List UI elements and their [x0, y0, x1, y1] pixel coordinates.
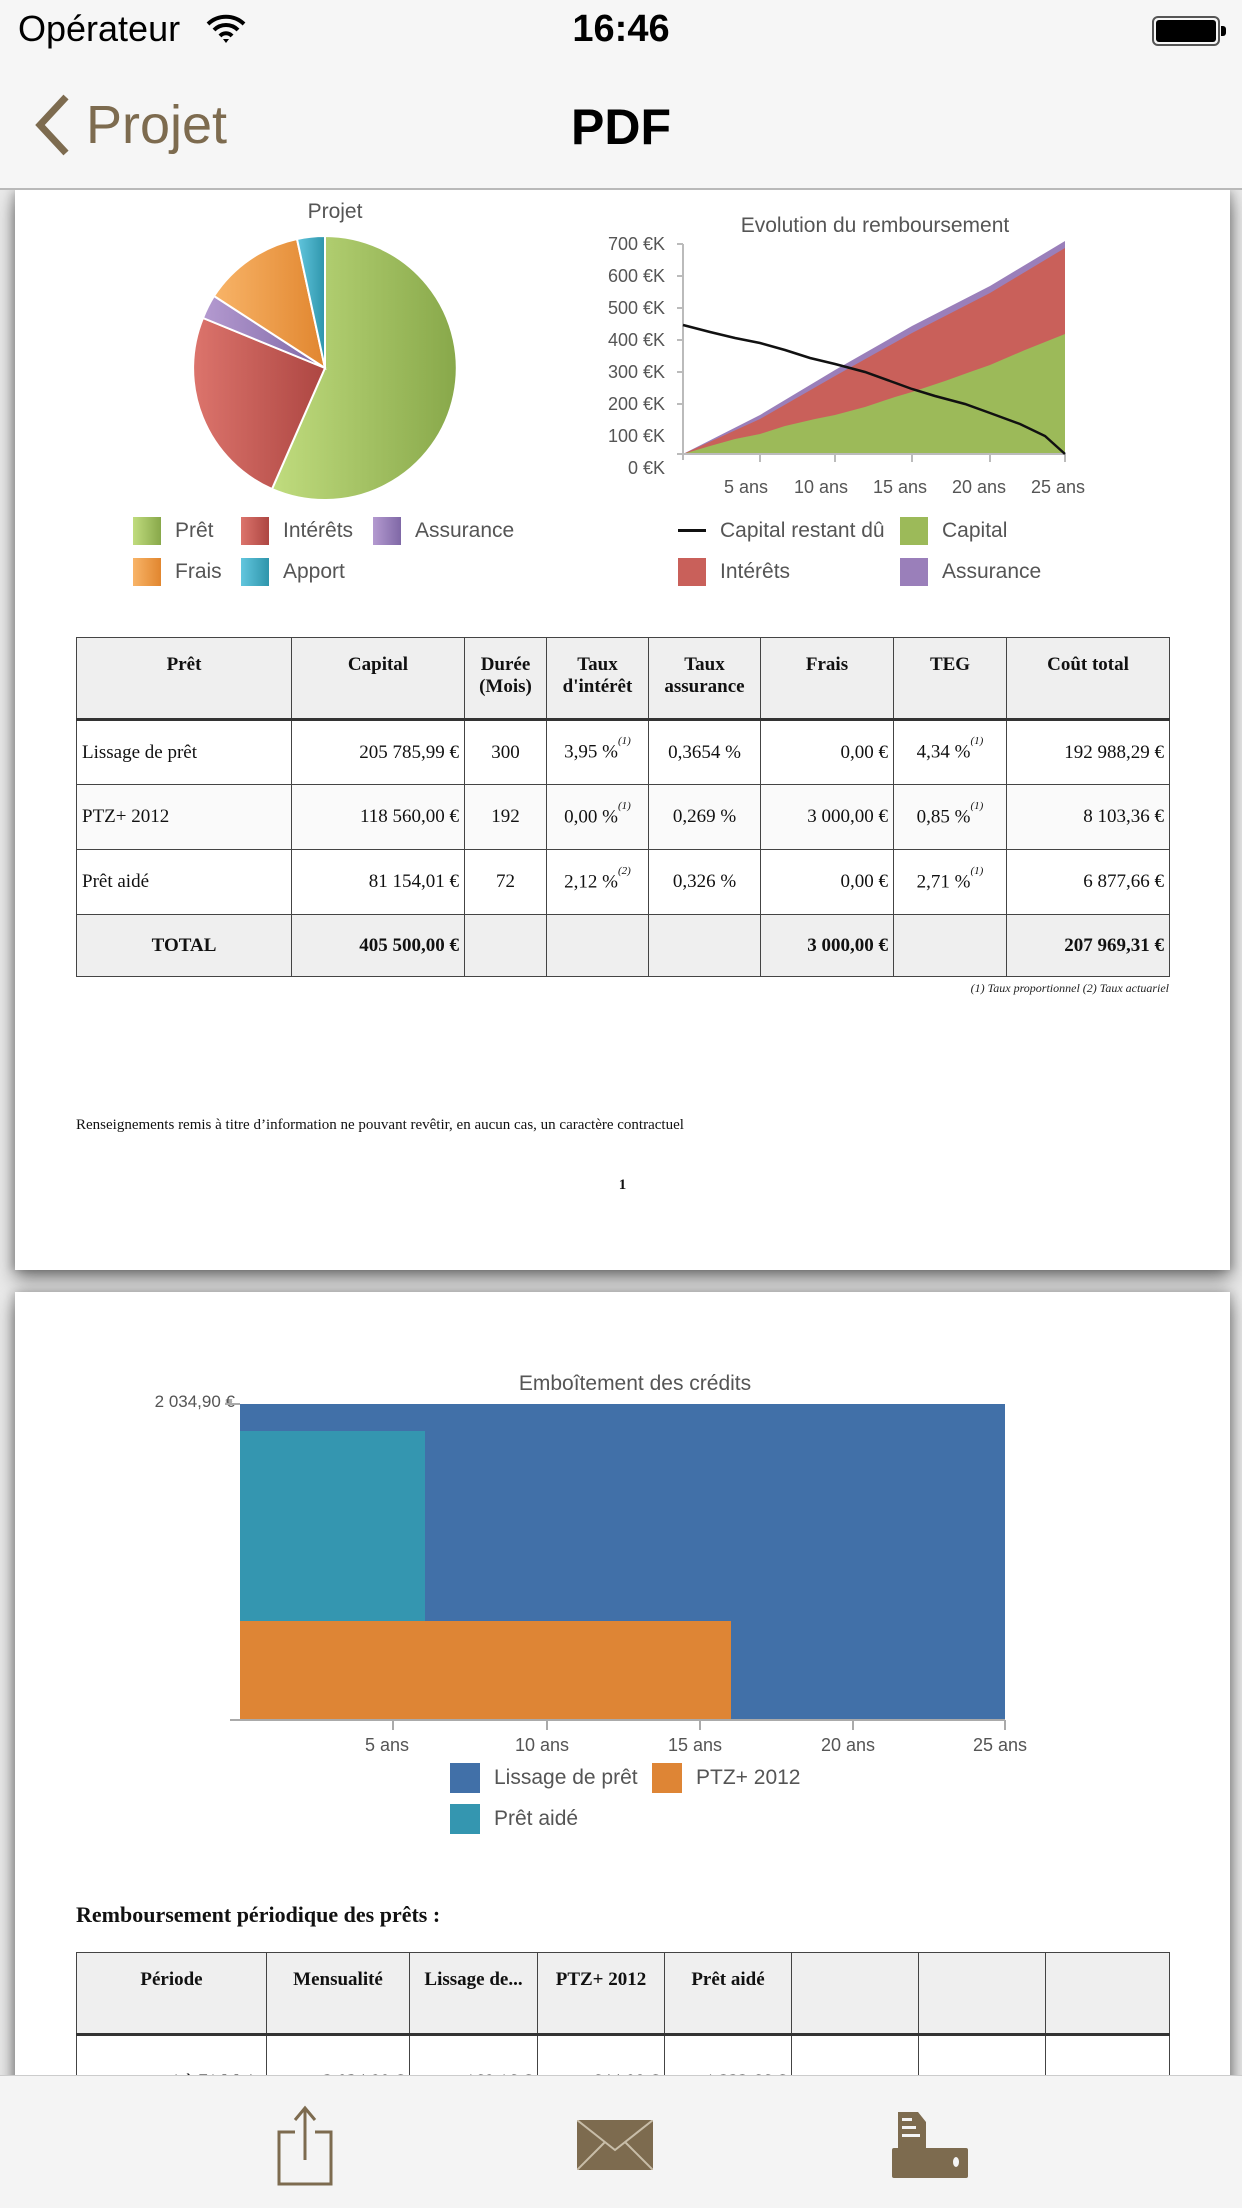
- header-ptz: PTZ+ 2012: [537, 1952, 665, 2035]
- legend-item-ptz: PTZ+ 2012: [652, 1757, 832, 1798]
- evolution-y-axis-labels: 700 €K 600 €K 500 €K 400 €K 300 €K 200 €…: [607, 234, 665, 478]
- loan-summary-table: Prêt Capital Durée (Mois) Taux d'intérêt…: [76, 637, 1170, 977]
- table-row: Prêt aidé 81 154,01 € 72 2,12 %(2) 0,326…: [76, 849, 1170, 915]
- legend-item-frais: Frais: [133, 551, 241, 592]
- nesting-x-axis-labels: 5 ans 10 ans 15 ans 20 ans 25 ans: [365, 1735, 1028, 1755]
- section-title-periodic: Remboursement périodique des prêts :: [76, 1902, 441, 1927]
- nesting-chart-title: Emboîtement des crédits: [518, 1372, 752, 1395]
- header-frais: Frais: [760, 637, 894, 720]
- carrier-label: Opérateur: [18, 8, 181, 49]
- pie-legend: Prêt Intérêts Assurance Frais Apport: [133, 510, 553, 592]
- header-duree: Durée (Mois): [464, 637, 547, 720]
- table-row: Lissage de prêt 205 785,99 € 300 3,95 %(…: [76, 719, 1170, 785]
- pie-slice-apport: [295, 234, 326, 369]
- header-periode: Période: [76, 1952, 267, 2035]
- rate-footnote: (1) Taux proportionnel (2) Taux actuarie…: [970, 981, 1169, 995]
- print-icon: [892, 2112, 968, 2178]
- legend-item-assurance-area: Assurance: [900, 551, 1100, 592]
- battery-icon: [1152, 16, 1226, 46]
- clock: 16:46: [572, 8, 670, 50]
- header-taux-assurance: Taux assurance: [648, 637, 761, 720]
- table-row: PTZ+ 2012 118 560,00 € 192 0,00 %(1) 0,2…: [76, 784, 1170, 850]
- area-ptz-2012: [240, 1621, 731, 1720]
- legend-item-interets: Intérêts: [241, 510, 373, 551]
- page-title: PDF: [571, 99, 671, 155]
- header-taux-interet: Taux d'intérêt: [546, 637, 649, 720]
- table-header-row: Période Mensualité Lissage de... PTZ+ 20…: [76, 1952, 1170, 2035]
- disclaimer-text: Renseignements remis à titre d’informati…: [76, 1117, 684, 1133]
- line-capital-restant-du: [682, 323, 1066, 455]
- page-number: 1: [618, 1177, 627, 1193]
- chevron-left-icon: [35, 94, 69, 156]
- header-empty-1: [791, 1952, 919, 2035]
- area-pret-aide: [240, 1431, 425, 1621]
- evolution-chart: [677, 241, 1066, 462]
- table-total-row: TOTAL 405 500,00 € 3 000,00 € 207 969,31…: [76, 914, 1170, 977]
- legend-item-lissage: Lissage de prêt: [450, 1757, 652, 1798]
- header-cout-total: Coût total: [1006, 637, 1170, 720]
- evolution-legend: Capital restant dû Capital Intérêts Assu…: [678, 510, 1118, 592]
- bottom-toolbar: [0, 2075, 1242, 2208]
- share-icon: [277, 2105, 333, 2186]
- nesting-y-label: 2 034,90 €: [154, 1392, 235, 1411]
- pdf-page-2[interactable]: Emboîtement des crédits 2 034,90 € 5 ans…: [15, 1292, 1230, 2100]
- legend-item-apport: Apport: [241, 551, 373, 592]
- evolution-chart-title: Evolution du remboursement: [740, 214, 1010, 237]
- legend-item-capital-restant-du: Capital restant dû: [678, 510, 900, 551]
- evolution-x-axis-labels: 5 ans 10 ans 15 ans 20 ans 25 ans: [724, 477, 1086, 497]
- pie-slice-frais: [212, 237, 327, 371]
- nesting-legend: Lissage de prêt PTZ+ 2012 Prêt aidé: [450, 1757, 850, 1839]
- header-capital: Capital: [291, 637, 465, 720]
- top-bar: Opérateur 16:46 Projet PDF: [0, 0, 1242, 190]
- header-empty-2: [918, 1952, 1046, 2035]
- pdf-page-1[interactable]: Projet Prêt Intérêts Assurance Frais App…: [15, 190, 1230, 1270]
- back-button[interactable]: Projet: [32, 90, 227, 160]
- legend-item-pret-aide: Prêt aidé: [450, 1798, 652, 1839]
- pie-chart: [192, 234, 458, 501]
- pie-slice-interets: [192, 316, 327, 491]
- header-empty-3: [1045, 1952, 1170, 2035]
- legend-item-assurance: Assurance: [373, 510, 523, 551]
- header-pret: Prêt: [76, 637, 292, 720]
- print-button[interactable]: [885, 2100, 975, 2190]
- header-mensualite: Mensualité: [266, 1952, 410, 2035]
- navigation-bar: Projet PDF: [0, 60, 1242, 190]
- header-teg: TEG: [893, 637, 1007, 720]
- nesting-chart-plot: [230, 1403, 1006, 1730]
- legend-item-interets-area: Intérêts: [678, 551, 900, 592]
- header-pret-aide: Prêt aidé: [664, 1952, 792, 2035]
- wifi-icon: [206, 14, 246, 43]
- mail-icon: [577, 2120, 653, 2170]
- back-label: Projet: [86, 95, 228, 155]
- pie-slice-pret: [270, 234, 458, 501]
- header-lissage: Lissage de...: [409, 1952, 538, 2035]
- share-button[interactable]: [260, 2100, 350, 2190]
- table-header-row: Prêt Capital Durée (Mois) Taux d'intérêt…: [76, 637, 1170, 720]
- mail-button[interactable]: [570, 2100, 660, 2190]
- legend-item-pret: Prêt: [133, 510, 241, 551]
- area-capital: [683, 334, 1065, 454]
- pie-chart-title: Projet: [307, 200, 363, 223]
- status-bar: Opérateur 16:46: [0, 0, 1242, 60]
- legend-item-capital: Capital: [900, 510, 1100, 551]
